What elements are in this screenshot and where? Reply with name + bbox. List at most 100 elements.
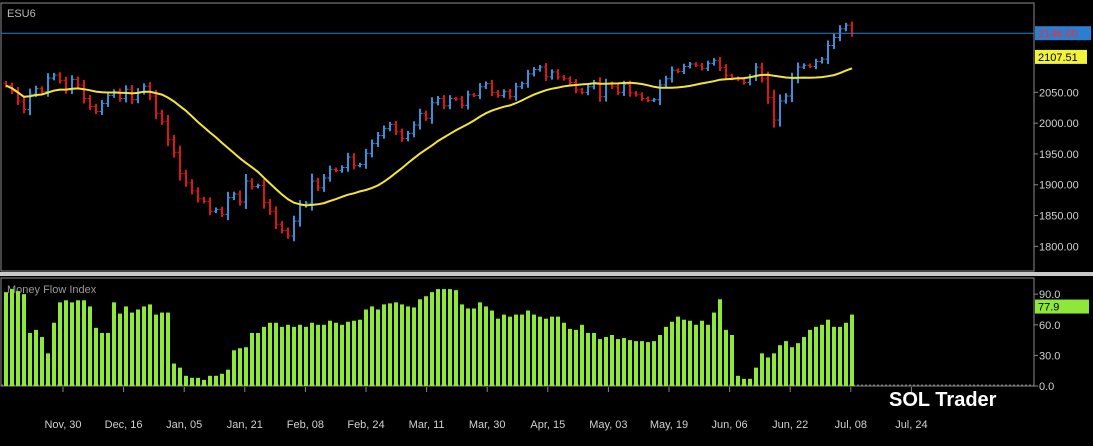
indicator-tick-label: 90.0: [1039, 289, 1060, 301]
price-bar: [171, 134, 177, 158]
price-bar: [159, 109, 165, 125]
mfi-bar: [46, 353, 50, 386]
date-tick-label: May, 19: [650, 419, 688, 431]
last-price-tag: 2146.00: [1035, 26, 1091, 41]
mfi-bar: [208, 375, 212, 386]
mfi-bar: [328, 320, 332, 386]
price-bar: [585, 83, 591, 96]
mfi-bar: [544, 318, 548, 386]
mfi-bar: [400, 304, 404, 386]
date-tick-label: Jan, 05: [166, 419, 202, 431]
mfi-bar: [370, 306, 374, 386]
price-bar: [699, 63, 705, 71]
mfi-bar: [748, 378, 752, 386]
price-bar: [447, 95, 453, 110]
moving-average-line: [5, 67, 853, 207]
price-bar: [435, 95, 441, 106]
price-bar: [255, 183, 261, 189]
price-bar: [459, 96, 465, 109]
mfi-bar: [406, 306, 410, 386]
mfi-bar: [226, 369, 230, 386]
watermark-text: SOL Trader: [889, 389, 997, 411]
price-bar: [813, 58, 819, 70]
pane-separator[interactable]: [0, 272, 1093, 276]
price-axis[interactable]: 2050.00 2000.00 1950.00 1900.00 1850.00 1800.…: [1034, 87, 1079, 253]
price-bar: [825, 40, 831, 65]
mfi-bar: [352, 320, 356, 386]
mfi-bar: [124, 306, 128, 386]
date-tick-label: Mar, 11: [409, 419, 445, 431]
mfi-bar: [136, 309, 140, 386]
mfi-bar: [712, 312, 716, 386]
price-bar: [105, 91, 111, 107]
price-bar: [321, 173, 327, 192]
mfi-bar: [592, 332, 596, 386]
mfi-bar: [778, 345, 782, 386]
price-bar: [75, 76, 81, 88]
price-bar: [465, 90, 471, 110]
price-bar: [519, 81, 525, 90]
price-bar: [573, 79, 579, 94]
price-bar: [315, 177, 321, 192]
mfi-bar: [490, 310, 494, 386]
mfi-bar: [334, 322, 338, 386]
mfi-bar: [658, 335, 662, 386]
mfi-bar: [454, 290, 458, 386]
price-bar: [405, 130, 411, 142]
mfi-bar: [88, 306, 92, 386]
price-bar: [369, 139, 375, 158]
price-bar: [411, 121, 417, 138]
price-bar: [381, 125, 387, 139]
mfi-bar: [598, 339, 602, 386]
price-bar: [555, 69, 561, 80]
mfi-bar: [772, 353, 776, 386]
price-bar: [279, 221, 285, 234]
price-bar: [387, 121, 393, 132]
mfi-bar: [220, 373, 224, 386]
date-tick-label: Jun, 22: [772, 419, 808, 431]
mfi-bar: [190, 377, 194, 386]
mfi-bar: [418, 299, 422, 386]
price-bar: [669, 66, 675, 83]
mfi-bar: [676, 316, 680, 386]
mfi-bar: [268, 322, 272, 386]
mfi-bar: [130, 312, 134, 386]
price-bar: [843, 22, 849, 32]
price-bar: [273, 206, 279, 230]
price-bar: [561, 75, 567, 81]
price-tick-label: 2050.00: [1039, 87, 1079, 99]
price-bar: [195, 187, 201, 203]
price-bar: [693, 62, 699, 67]
price-bar: [597, 77, 603, 102]
mfi-bar: [244, 347, 248, 386]
mfi-bar: [346, 321, 350, 386]
mfi-bar: [256, 332, 260, 386]
price-bar: [765, 71, 771, 104]
date-tick-label: Feb, 24: [347, 419, 384, 431]
date-axis[interactable]: Nov, 30 Dec, 16 Jan, 05 Jan, 21 Feb, 08 Feb, …: [44, 387, 928, 431]
price-bar: [429, 97, 435, 124]
price-bar: [531, 66, 537, 77]
mfi-bar: [682, 319, 686, 386]
mfi-bar: [724, 329, 728, 386]
mfi-bar: [610, 335, 614, 386]
mfi-bar: [652, 341, 656, 386]
price-bar: [795, 62, 801, 84]
price-bar: [567, 76, 573, 85]
indicator-axis[interactable]: 90.0 60.0 30.0 0.0: [1034, 289, 1060, 393]
price-bar: [711, 58, 717, 66]
mfi-bar: [664, 326, 668, 386]
price-bar: [291, 215, 297, 242]
mfi-bar: [298, 324, 302, 386]
mfi-bar: [574, 329, 578, 386]
mfi-value-tag: 77.9: [1035, 299, 1089, 314]
price-bar: [417, 108, 423, 130]
price-bar: [663, 75, 669, 88]
mfi-bar: [4, 292, 8, 386]
mfi-bar: [412, 307, 416, 386]
price-bar: [807, 63, 813, 69]
price-bar: [345, 152, 351, 172]
mfi-bar: [730, 335, 734, 386]
mfi-bar: [586, 332, 590, 386]
